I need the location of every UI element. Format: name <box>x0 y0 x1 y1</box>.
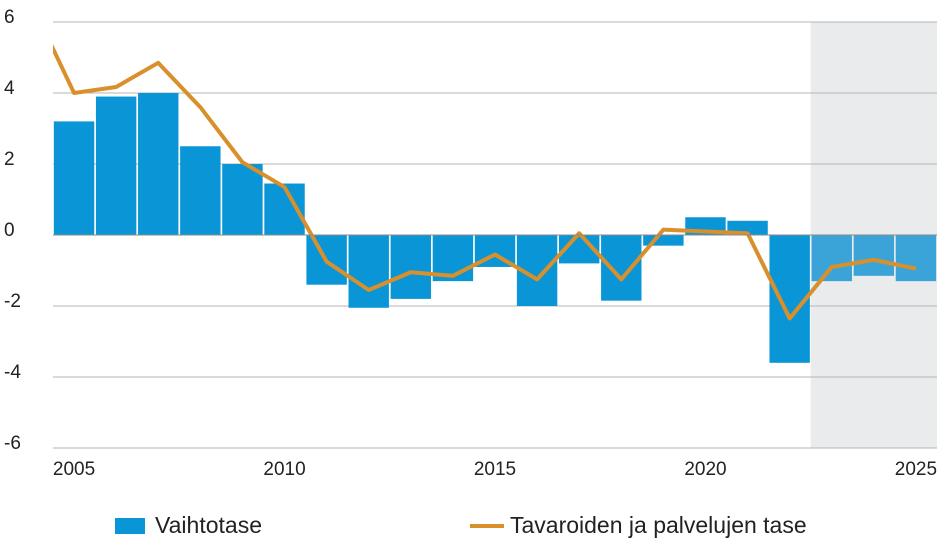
bar <box>348 235 389 308</box>
legend-label: Vaihtotase <box>155 512 262 538</box>
bar <box>138 93 179 235</box>
plot-area <box>53 43 937 363</box>
y-tick-label: 2 <box>4 149 15 170</box>
line <box>53 43 917 321</box>
bar <box>390 235 432 299</box>
bar <box>853 235 895 276</box>
bar <box>601 235 642 301</box>
bar <box>895 235 937 282</box>
x-tick-label: 2015 <box>474 459 516 480</box>
y-tick-label: -6 <box>4 433 21 454</box>
bar <box>180 146 221 235</box>
y-tick-label: -2 <box>4 291 21 312</box>
x-tick-label: 2025 <box>895 459 937 480</box>
bar <box>811 235 852 282</box>
legend-swatch <box>115 518 145 534</box>
bar <box>222 164 263 235</box>
legend-label: Tavaroiden ja palvelujen tase <box>510 512 807 538</box>
y-tick-label: 0 <box>4 220 15 241</box>
y-tick-label: 4 <box>4 78 15 99</box>
y-tick-label: 6 <box>4 7 15 28</box>
y-tick-label: -4 <box>4 362 21 383</box>
bar <box>643 235 684 246</box>
bar <box>53 121 95 235</box>
x-tick-label: 2005 <box>53 459 95 480</box>
x-tick-label: 2020 <box>684 459 726 480</box>
x-tick-label: 2010 <box>263 459 305 480</box>
bar <box>95 96 137 235</box>
